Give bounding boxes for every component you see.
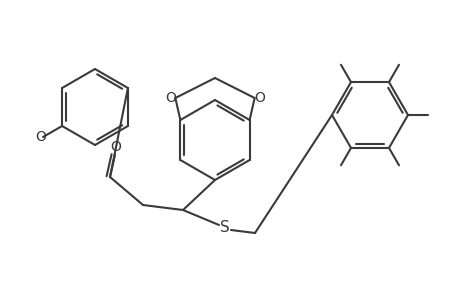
Text: S: S <box>220 220 230 236</box>
Text: O: O <box>165 91 175 105</box>
Text: O: O <box>254 91 264 105</box>
Text: O: O <box>35 130 46 144</box>
Text: O: O <box>110 140 121 154</box>
